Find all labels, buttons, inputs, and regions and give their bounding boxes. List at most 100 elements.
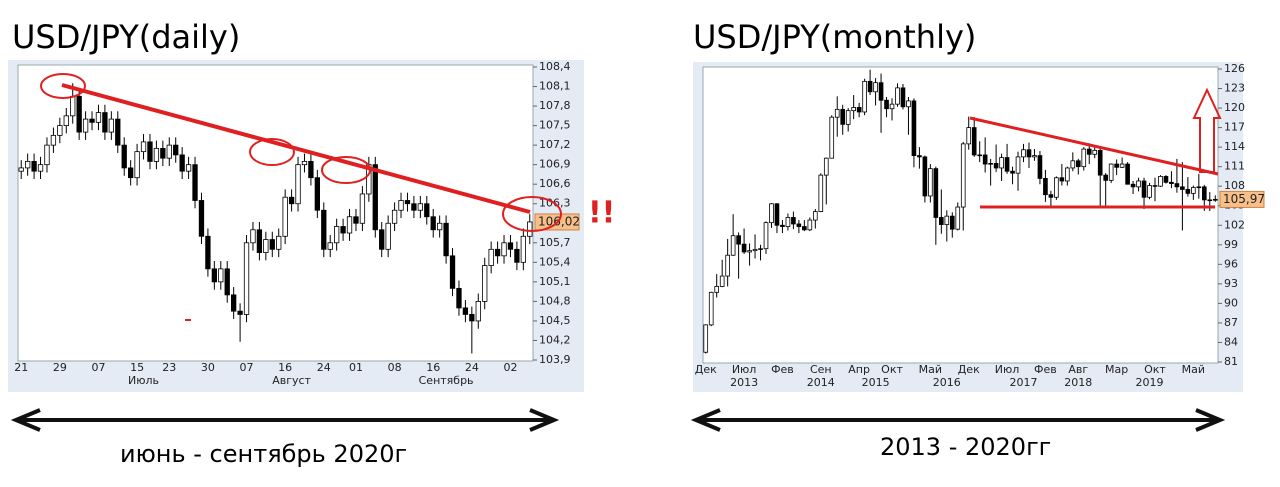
candle-body — [82, 118, 89, 133]
candle-body — [507, 242, 514, 250]
candle-body — [231, 294, 237, 312]
candle-body — [456, 287, 462, 309]
candle-body — [884, 99, 889, 110]
x-tick-label: Окт — [881, 363, 903, 376]
candle-body — [719, 275, 725, 287]
candle-body — [102, 112, 108, 133]
candle-body — [791, 217, 796, 225]
x-period-label: 2019 — [1136, 376, 1164, 389]
candle-body — [391, 209, 398, 224]
candle-body — [1103, 174, 1109, 181]
candle-body — [153, 147, 160, 162]
candle-body — [780, 224, 785, 227]
candle-body — [514, 248, 520, 263]
y-tick-label: 104,5 — [539, 314, 571, 327]
candle-body — [1043, 177, 1048, 196]
y-tick-label: 99 — [1224, 238, 1238, 251]
annotations — [40, 73, 1222, 321]
candle-body — [928, 168, 933, 197]
x-tick-label: Сен — [810, 363, 832, 376]
x-tick-label: 24 — [317, 361, 331, 374]
y-tick-label: 114 — [1224, 140, 1245, 153]
plot-area — [702, 66, 1219, 364]
candle-body — [334, 226, 340, 244]
candle-body — [404, 200, 411, 205]
x-tick-label: 01 — [349, 361, 363, 374]
x-tick-label: Дек — [695, 363, 717, 376]
y-tick-label: 108,4 — [539, 60, 571, 73]
candle-body — [708, 291, 714, 326]
candle-body — [829, 116, 835, 159]
candle-body — [878, 82, 884, 101]
annotation: !! — [588, 196, 615, 231]
candle-body — [1130, 183, 1136, 188]
x-tick-label: 02 — [503, 361, 517, 374]
x-period-label: 2015 — [862, 376, 890, 389]
candle-body — [703, 324, 709, 353]
candle-body — [895, 87, 900, 105]
candle-body — [1152, 185, 1158, 187]
x-tick-label: Май — [919, 363, 942, 376]
candle-body — [70, 95, 76, 117]
candle-body — [922, 156, 928, 197]
candle-body — [988, 163, 993, 165]
y-tick-label: 107,2 — [539, 138, 571, 151]
candle-body — [1081, 148, 1087, 168]
candle-body — [469, 314, 475, 322]
y-tick-label: 107,5 — [539, 119, 571, 132]
candle-body — [237, 310, 243, 315]
candle-body — [282, 196, 288, 237]
candle-body — [1059, 177, 1065, 182]
candle-body — [482, 265, 488, 302]
x-tick-label: Июл — [995, 363, 1020, 376]
x-tick-label: Фев — [1034, 363, 1057, 376]
candle-body — [769, 203, 774, 224]
x-tick-label: Окт — [1144, 363, 1166, 376]
charts: 103,9104,2104,5104,8105,1105,4105,7106,3… — [14, 60, 1265, 389]
candle-body — [50, 134, 57, 146]
candle-body — [424, 203, 430, 218]
candle-body — [276, 235, 282, 250]
candle-body — [37, 164, 44, 172]
candle-body — [44, 144, 50, 166]
candle-body — [999, 157, 1004, 169]
candle-body — [1010, 170, 1015, 174]
candle-body — [218, 268, 224, 283]
x-period-label: Август — [272, 374, 311, 387]
candle-body — [867, 80, 873, 93]
candle-body — [993, 163, 999, 169]
x-period-label: 2014 — [807, 376, 835, 389]
candle-body — [845, 110, 851, 125]
candle-body — [1092, 149, 1098, 155]
candle-body — [398, 200, 404, 211]
candle-body — [774, 203, 780, 226]
candle-body — [971, 127, 977, 156]
candle-body — [385, 222, 391, 250]
candle-body — [57, 125, 63, 136]
y-tick-label: 108 — [1224, 179, 1245, 192]
candle-body — [1004, 157, 1010, 172]
candle-body — [501, 242, 507, 257]
last-price-label: 105,97 — [1223, 192, 1265, 206]
candle-body — [288, 196, 295, 205]
candle-body — [417, 203, 423, 211]
x-tick-label: 30 — [201, 361, 215, 374]
candle-body — [494, 248, 501, 257]
candle-body — [166, 144, 172, 159]
candle-body — [301, 161, 308, 166]
candle-body — [192, 164, 198, 201]
candle-body — [198, 200, 205, 237]
candle-body — [63, 115, 69, 127]
candle-body — [205, 235, 211, 270]
x-tick-label: 21 — [14, 361, 28, 374]
candle-body — [179, 154, 185, 172]
candle-body — [944, 215, 950, 226]
chart-title: USD/JPY(daily) — [12, 18, 240, 56]
candle-body — [1125, 163, 1130, 185]
candle-body — [1212, 199, 1218, 201]
candle-body — [1158, 176, 1163, 187]
x-tick-label: 24 — [465, 361, 479, 374]
candle-body — [818, 174, 824, 212]
candle-body — [1141, 180, 1147, 198]
y-tick-label: 105,1 — [539, 275, 571, 288]
